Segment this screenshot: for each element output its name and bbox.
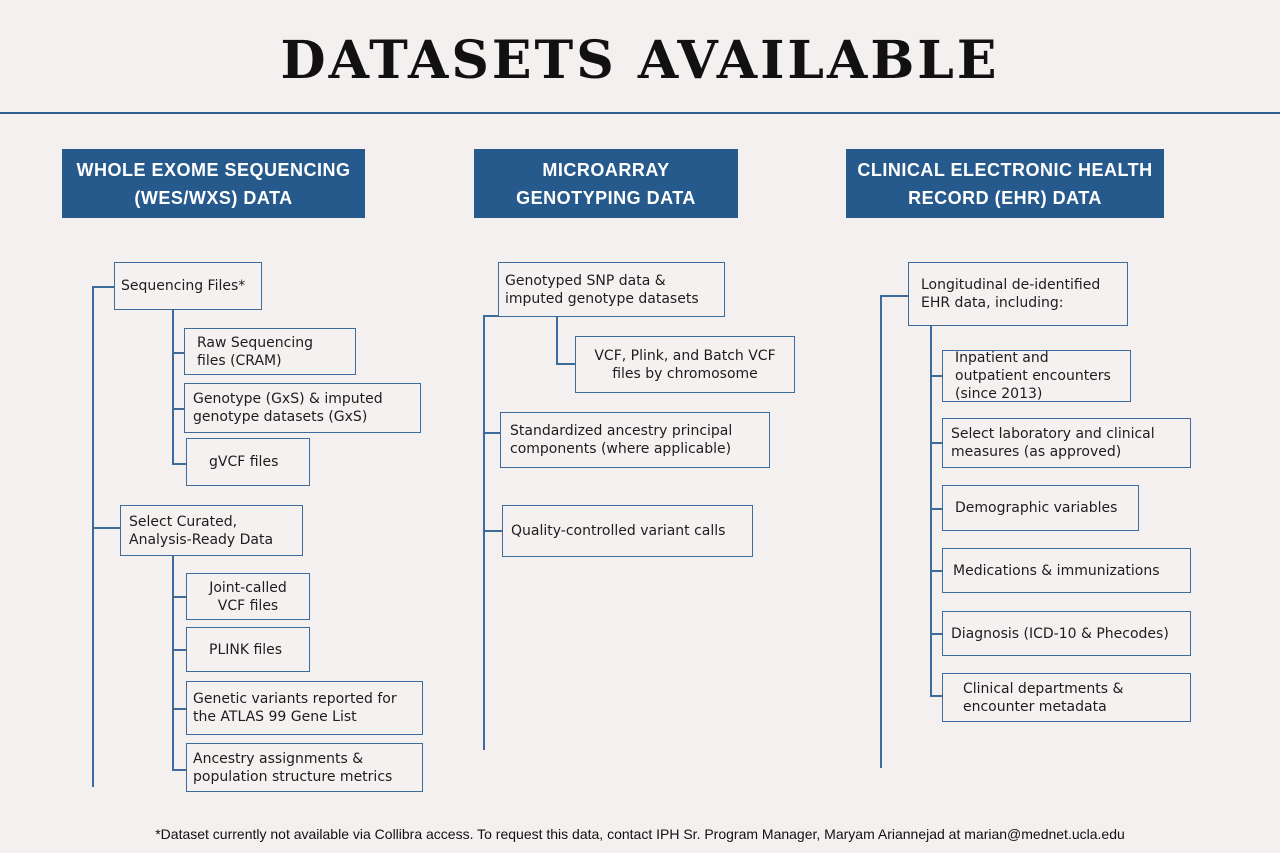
- item-box: Genotype (GxS) & imputed genotype datase…: [184, 383, 421, 433]
- connector: [930, 570, 942, 572]
- connector: [880, 295, 908, 297]
- footnote: *Dataset currently not available via Col…: [155, 826, 1125, 842]
- connector: [930, 442, 942, 444]
- item-box: Raw Sequencing files (CRAM): [184, 328, 356, 375]
- header-wes: WHOLE EXOME SEQUENCING (WES/WXS) DATA: [62, 149, 365, 218]
- item-box: Clinical departments & encounter metadat…: [942, 673, 1191, 722]
- group-box: Standardized ancestry principal componen…: [500, 412, 770, 468]
- item-box: Diagnosis (ICD-10 & Phecodes): [942, 611, 1191, 656]
- connector: [172, 649, 186, 651]
- group-box: Quality-controlled variant calls: [502, 505, 753, 557]
- item-box: Demographic variables: [942, 485, 1139, 531]
- item-box: VCF, Plink, and Batch VCF files by chrom…: [575, 336, 795, 393]
- group-box: Longitudinal de-identified EHR data, inc…: [908, 262, 1128, 326]
- item-box: Inpatient and outpatient encounters (sin…: [942, 350, 1131, 402]
- item-box: Genetic variants reported for the ATLAS …: [186, 681, 423, 735]
- connector: [556, 317, 558, 364]
- connector: [483, 315, 485, 750]
- connector: [172, 352, 184, 354]
- item-box: PLINK files: [186, 627, 310, 672]
- connector: [172, 556, 174, 770]
- item-box: Ancestry assignments & population struct…: [186, 743, 423, 792]
- group-box: Genotyped SNP data & imputed genotype da…: [498, 262, 725, 317]
- connector: [483, 432, 500, 434]
- header-ehr: CLINICAL ELECTRONIC HEALTH RECORD (EHR) …: [846, 149, 1164, 218]
- connector: [172, 310, 174, 464]
- connector: [930, 633, 942, 635]
- item-box: Select laboratory and clinical measures …: [942, 418, 1191, 468]
- connector: [172, 463, 186, 465]
- connector: [930, 375, 942, 377]
- connector: [92, 527, 120, 529]
- connector: [930, 508, 942, 510]
- item-box: gVCF files: [186, 438, 310, 486]
- title-divider: [0, 112, 1280, 114]
- connector: [930, 326, 932, 696]
- connector: [930, 695, 942, 697]
- group-box: Select Curated, Analysis-Ready Data: [120, 505, 303, 556]
- page-title: DATASETS AVAILABLE: [280, 30, 1000, 91]
- connector: [172, 408, 184, 410]
- connector: [880, 295, 882, 768]
- connector: [172, 769, 186, 771]
- connector: [92, 286, 94, 787]
- connector: [172, 708, 186, 710]
- item-box: Joint-called VCF files: [186, 573, 310, 620]
- connector: [92, 286, 114, 288]
- group-box: Sequencing Files*: [114, 262, 262, 310]
- item-box: Medications & immunizations: [942, 548, 1191, 593]
- header-microarray: MICROARRAY GENOTYPING DATA: [474, 149, 738, 218]
- connector: [483, 530, 502, 532]
- connector: [483, 315, 498, 317]
- connector: [172, 596, 186, 598]
- connector: [556, 363, 575, 365]
